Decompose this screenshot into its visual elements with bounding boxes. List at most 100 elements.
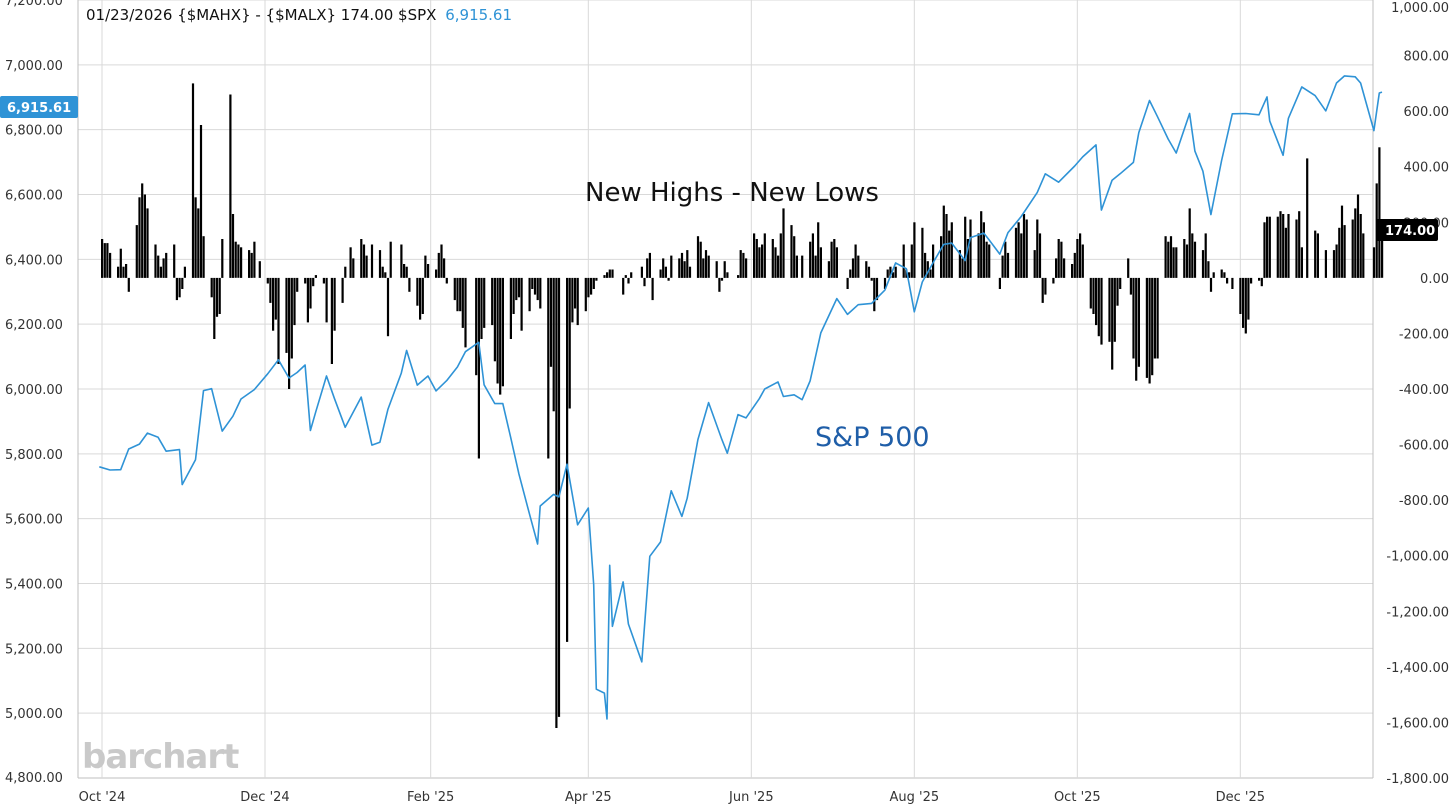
highs-lows-bar [1108,277,1111,342]
highs-lows-bar [854,244,857,278]
x-tick-label: Jun '25 [728,790,774,805]
highs-lows-bar [905,269,908,278]
highs-lows-bar [643,277,646,287]
highs-lows-bar [595,277,598,281]
highs-lows-bar [1135,277,1138,381]
highs-lows-bar [929,269,932,278]
spx-last-value-badge: 6,915.61 [0,96,78,118]
highs-lows-bar [424,255,427,278]
highs-lows-bar [801,255,804,278]
left-tick-label: 6,000.00 [5,383,63,398]
highs-lows-bar [1266,216,1269,278]
highs-lows-bar [774,247,777,278]
highs-lows-bar [435,269,438,278]
highs-lows-bar [737,275,740,278]
highs-lows-bar [135,225,138,278]
highs-lows-bar [512,277,515,314]
highs-lows-bar [459,277,462,312]
highs-lows-bar [296,277,299,292]
highs-lows-bar [1119,277,1122,289]
highs-lows-bar [793,236,796,278]
highs-lows-bar [875,277,879,301]
highs-lows-bar [688,266,692,278]
highs-lows-bar [234,241,237,278]
highs-lows-bar [253,241,256,278]
highs-lows-bar [1129,277,1132,295]
highs-lows-bar [143,194,146,278]
highs-lows-bar [1025,219,1028,278]
highs-lows-bar [958,250,961,278]
highs-lows-bar [306,277,309,323]
new-highs-new-lows-label: New Highs - New Lows [585,178,879,208]
highs-lows-bar [1033,250,1036,278]
highs-lows-bar [437,252,440,278]
left-tick-label: 6,600.00 [5,189,63,204]
highs-lows-bar [231,214,235,278]
highs-lows-bar [250,252,253,278]
highs-lows-bar [528,277,531,312]
highs-lows-bar [552,277,555,412]
highs-lows-bar [1113,277,1116,342]
highs-lows-bar [403,264,406,278]
right-tick-label: -1,200.00 [1386,605,1449,620]
highs-lows-bar [285,277,288,353]
left-tick-label: 5,000.00 [5,707,63,722]
highs-lows-bar [258,261,261,278]
highs-lows-bar [584,277,587,312]
highs-lows-bar [827,261,830,278]
highs-lows-bar [817,222,820,278]
right-tick-label: -200.00 [1399,327,1449,342]
highs-lows-bar [531,277,534,289]
highs-lows-bar [771,239,774,278]
highs-lows-bar [846,277,849,289]
x-tick-label: Dec '24 [240,790,289,805]
highs-lows-bar [1020,233,1023,278]
highs-lows-bar [1183,239,1186,278]
highs-lows-bars [101,83,1384,728]
highs-lows-bar [1284,227,1287,278]
highs-lows-bar [1324,250,1327,278]
highs-lows-bar [998,277,1001,289]
highs-lows-bar [1343,225,1346,278]
highs-lows-bar [365,255,368,278]
highs-lows-bar [830,241,833,278]
highs-lows-bar [715,261,718,278]
highs-lows-bar [1001,255,1004,278]
highs-lows-bar [1231,277,1234,289]
highs-lows-bar [723,261,726,278]
highs-lows-bar [304,277,307,284]
x-tick-label: Oct '24 [79,790,126,805]
highs-lows-bar [408,277,411,292]
highs-lows-bar [1332,250,1336,278]
highs-lows-bar [1220,269,1223,278]
highs-lows-bar [940,236,943,278]
highs-lows-last-value: 174.00 [1385,224,1435,239]
highs-lows-bar [330,277,333,364]
highs-lows-bar [162,258,165,278]
highs-lows-bar [475,277,478,376]
highs-lows-bar [1300,247,1303,278]
highs-lows-bar [761,244,764,278]
highs-lows-bar [194,197,197,278]
highs-lows-bar [670,255,673,278]
highs-lows-bar [1191,233,1194,278]
highs-lows-bar [159,266,162,278]
highs-lows-bar [1116,277,1119,306]
right-tick-label: -1,400.00 [1386,661,1449,676]
highs-lows-bar [1223,272,1226,278]
highs-lows-bar [248,250,251,278]
highs-lows-bar [119,248,122,278]
highs-lows-bar [416,277,419,306]
highs-lows-bar [1276,216,1279,278]
highs-lows-bar [461,277,464,328]
highs-lows-bar [811,233,814,278]
highs-lows-bar [1247,277,1250,320]
highs-lows-bar [477,277,480,459]
highs-lows-bar [720,277,724,281]
highs-lows-bar [288,277,291,389]
highs-lows-bar [699,241,702,278]
highs-lows-bar [908,272,911,278]
grid-layer [77,0,1374,779]
highs-lows-bar [1095,277,1098,326]
highs-lows-bar [421,277,424,314]
